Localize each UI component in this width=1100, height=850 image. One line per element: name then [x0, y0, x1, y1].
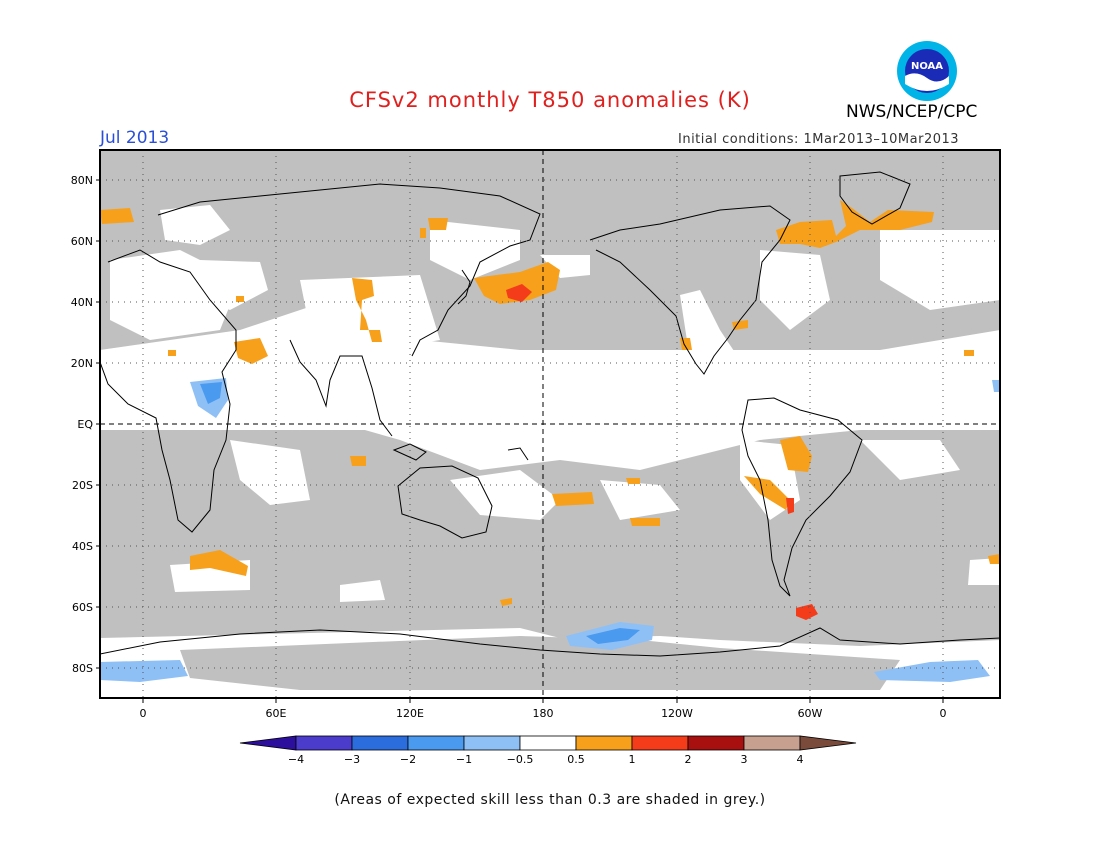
colorbar-labels: −4 −3 −2 −1 −0.5 0.5 1 2 3 4 [288, 753, 804, 766]
lat-label: 40N [71, 296, 93, 309]
colorbar-label: −1 [456, 753, 472, 766]
coastlines [100, 171, 1000, 657]
colorbar-label: −2 [400, 753, 416, 766]
cool-anomaly-neg2-neg1 [200, 382, 640, 644]
agency-label: NWS/NCEP/CPC [846, 102, 978, 122]
colorbar-label: 1 [629, 753, 636, 766]
colorbar-label: −3 [344, 753, 360, 766]
lat-labels: 80N 60N 40N 20N EQ 20S 40S 60S 80S [71, 174, 94, 675]
forecast-month: Jul 2013 [100, 128, 170, 148]
lon-label: 120W [661, 707, 693, 720]
lat-label: 20S [72, 479, 93, 492]
anomaly-field [100, 150, 1000, 698]
warm-anomaly-1-2 [506, 284, 818, 620]
lon-label: 180 [533, 707, 554, 720]
lon-label: 60W [798, 707, 823, 720]
colorbar-swatch [295, 735, 353, 751]
colorbar-arrow-low [239, 735, 297, 751]
noaa-logo-icon: NOAA [897, 41, 957, 101]
antarctic-grey [180, 636, 900, 690]
colorbar-swatch [575, 735, 633, 751]
colorbar-swatch [351, 735, 409, 751]
colorbar-swatch [631, 735, 689, 751]
lon-label: 0 [940, 707, 947, 720]
logo-text: NOAA [911, 61, 943, 72]
lat-label: 60S [72, 601, 93, 614]
lat-label: 60N [71, 235, 93, 248]
warm-anomaly-0.5-1 [100, 200, 1000, 606]
colorbar-label: −0.5 [507, 753, 534, 766]
chart-title: CFSv2 monthly T850 anomalies (K) [349, 88, 751, 112]
lon-label: 60E [266, 707, 287, 720]
initial-conditions: Initial conditions: 1Mar2013–10Mar2013 [678, 132, 960, 147]
axis-ticks [96, 179, 944, 703]
colorbar-arrow-high [799, 735, 857, 751]
lon-labels: 0 60E 120E 180 120W 60W 0 [140, 707, 947, 720]
grid-lines [100, 150, 1000, 698]
colorbar-swatch [407, 735, 465, 751]
colorbar-label: 4 [797, 753, 804, 766]
lat-label: 40S [72, 540, 93, 553]
skill-footnote: (Areas of expected skill less than 0.3 a… [334, 792, 766, 808]
colorbar-label: 0.5 [567, 753, 585, 766]
colorbar-label: −4 [288, 753, 304, 766]
lon-label: 120E [396, 707, 424, 720]
colorbar-swatch [463, 735, 521, 751]
colorbar-label: 3 [741, 753, 748, 766]
colorbar-boxes [239, 735, 857, 751]
colorbar-label: 2 [685, 753, 692, 766]
lat-label: 20N [71, 357, 93, 370]
colorbar-swatch [687, 735, 745, 751]
colorbar-swatch [743, 735, 801, 751]
lat-label: EQ [77, 418, 93, 431]
lat-label: 80S [72, 662, 93, 675]
colorbar-swatch [519, 735, 577, 751]
lat-label: 80N [71, 174, 93, 187]
lon-label: 0 [140, 707, 147, 720]
